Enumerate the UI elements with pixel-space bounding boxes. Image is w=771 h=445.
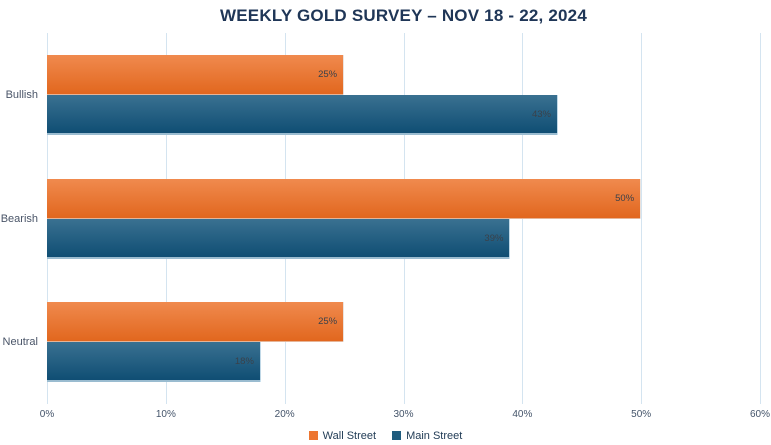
plot-area: Bullish 25% 43% Bearish 50% 39% Neutral 25% 18% bbox=[1, 33, 761, 404]
bar-bearish-main-street: 39% bbox=[47, 218, 511, 259]
bar-bearish-wall-street: 50% bbox=[47, 178, 642, 219]
chart-title: WEEKLY GOLD SURVEY – NOV 18 - 22, 2024 bbox=[220, 6, 587, 25]
legend-label: Wall Street bbox=[322, 429, 377, 442]
bar-value-label: 50% bbox=[615, 192, 635, 204]
bar-group-bullish: Bullish 25% 43% bbox=[6, 33, 760, 157]
legend-swatch-icon bbox=[308, 431, 318, 440]
bar-bullish-main-street: 43% bbox=[47, 94, 558, 135]
bar-neutral-wall-street: 25% bbox=[47, 302, 345, 343]
x-tick-label-20%: 20% bbox=[274, 409, 295, 420]
x-tick-label-30%: 30% bbox=[393, 409, 414, 420]
bars-layer: Bullish 25% 43% Bearish 50% 39% Neutral 25% 18% bbox=[1, 33, 760, 404]
x-tick-label-40%: 40% bbox=[512, 409, 533, 420]
bar-bullish-wall-street: 25% bbox=[47, 54, 345, 95]
bar-group-neutral: Neutral 25% 18% bbox=[3, 280, 760, 404]
x-tick-label-60%: 60% bbox=[749, 409, 771, 420]
category-label-bearish: Bearish bbox=[0, 212, 38, 225]
category-label-neutral: Neutral bbox=[2, 336, 38, 349]
bar-value-label: 39% bbox=[484, 232, 504, 244]
x-tick-label-10%: 10% bbox=[155, 409, 176, 420]
x-axis: 0% 10% 20% 30% 40% 50% 60% bbox=[40, 409, 770, 423]
x-tick-label-50%: 50% bbox=[631, 409, 652, 420]
gridline-60% bbox=[760, 33, 761, 404]
legend-item-main-street: Main Street bbox=[392, 430, 462, 442]
legend-label: Main Street bbox=[406, 429, 463, 442]
legend-swatch-icon bbox=[392, 431, 402, 440]
bar-neutral-main-street: 18% bbox=[47, 342, 261, 383]
legend: Wall Street Main Street bbox=[0, 428, 771, 443]
gridline-50% bbox=[641, 33, 643, 404]
category-label-bullish: Bullish bbox=[5, 88, 38, 101]
bar-value-label: 25% bbox=[318, 316, 338, 328]
bar-value-label: 25% bbox=[318, 68, 338, 80]
gridline-40% bbox=[522, 33, 524, 404]
bar-value-label: 43% bbox=[531, 108, 551, 120]
x-tick-label-0%: 0% bbox=[39, 409, 55, 420]
bar-group-bearish: Bearish 50% 39% bbox=[1, 157, 760, 281]
bar-value-label: 18% bbox=[234, 356, 254, 368]
legend-item-wall-street: Wall Street bbox=[308, 429, 377, 442]
